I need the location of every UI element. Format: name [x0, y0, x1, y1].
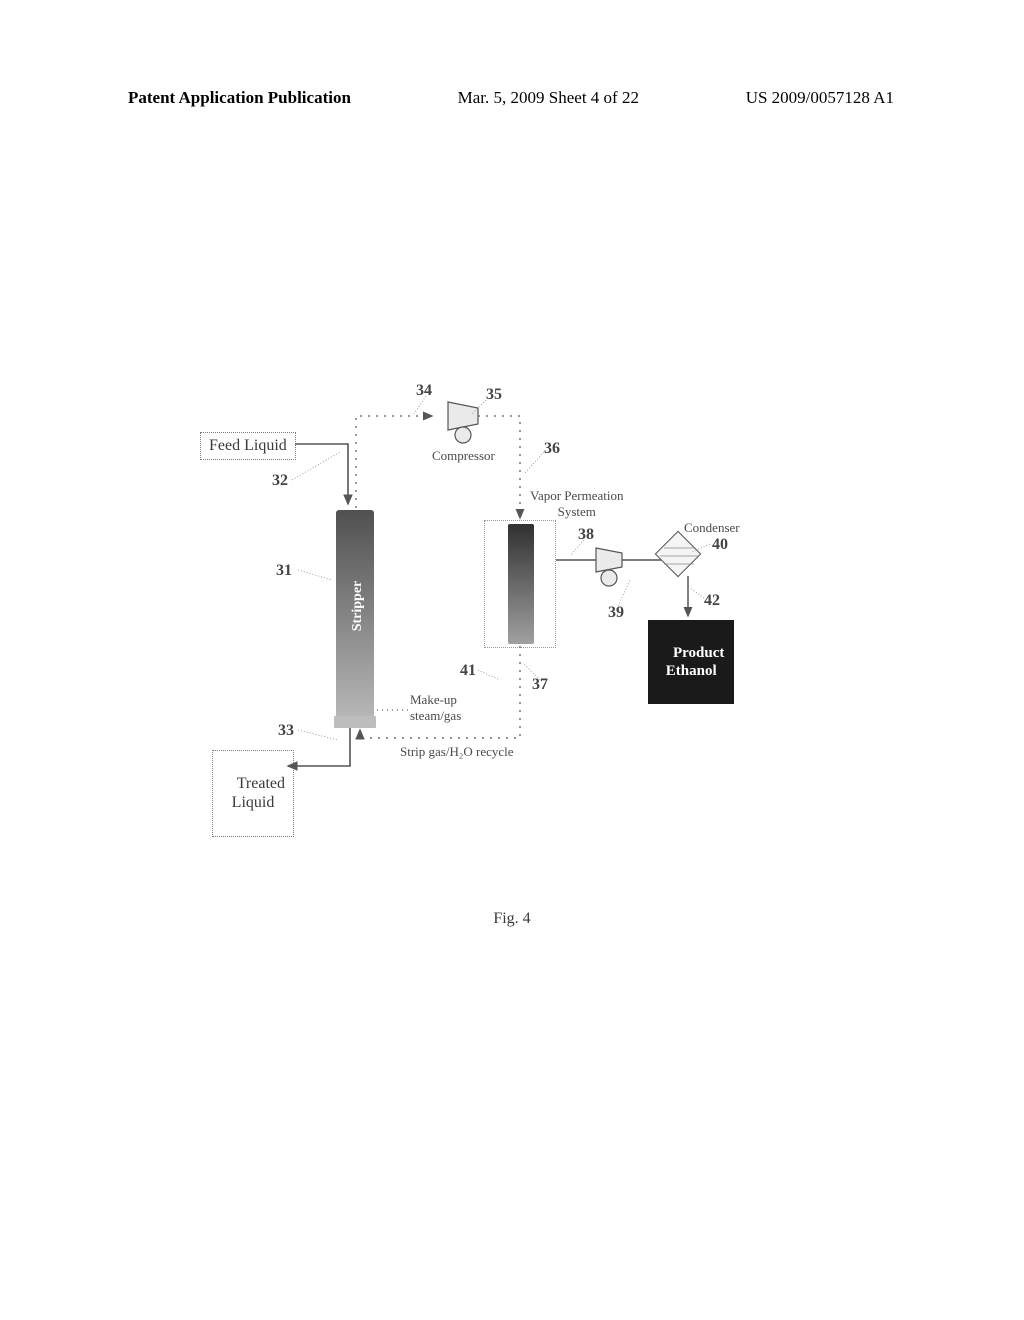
header-right: US 2009/0057128 A1 [746, 88, 894, 108]
ref-34: 34 [416, 382, 432, 400]
figure-caption: Fig. 4 [0, 910, 1024, 928]
ref-42: 42 [704, 592, 720, 610]
ref-37: 37 [532, 676, 548, 694]
product-ethanol-label: Product Ethanol [666, 645, 725, 679]
ref-36: 36 [544, 440, 560, 458]
treated-liquid-box: Treated Liquid [212, 750, 294, 837]
ref-39: 39 [608, 604, 624, 622]
feed-liquid-label: Feed Liquid [209, 437, 287, 454]
ref-41: 41 [460, 662, 476, 680]
process-diagram: Feed Liquid Treated Liquid Stripper Prod… [200, 380, 820, 810]
compressor-icon [448, 402, 478, 443]
header-left: Patent Application Publication [128, 88, 351, 108]
page-header: Patent Application Publication Mar. 5, 2… [0, 88, 1024, 108]
ref-40: 40 [712, 536, 728, 554]
ref-31: 31 [276, 562, 292, 580]
ref-32: 32 [272, 472, 288, 490]
stripper-label: Stripper [350, 566, 366, 646]
treated-liquid-label: Treated Liquid [232, 775, 285, 811]
condenser-icon [655, 531, 700, 576]
stripper-tray [334, 716, 376, 728]
vp-system-label: Vapor Permeation System [530, 488, 624, 520]
recycle-label: Strip gas/H₂O recycle [400, 744, 514, 760]
ref-33: 33 [278, 722, 294, 740]
ref-35: 35 [486, 386, 502, 404]
makeup-label: Make-up steam/gas [410, 692, 461, 724]
vp-module [508, 524, 534, 644]
condenser-label: Condenser [684, 520, 740, 536]
vacuum-pump-icon [596, 548, 622, 586]
header-mid: Mar. 5, 2009 Sheet 4 of 22 [458, 88, 639, 108]
ref-38: 38 [578, 526, 594, 544]
feed-liquid-box: Feed Liquid [200, 432, 296, 460]
compressor-label: Compressor [432, 448, 495, 464]
product-ethanol-box: Product Ethanol [648, 620, 734, 704]
